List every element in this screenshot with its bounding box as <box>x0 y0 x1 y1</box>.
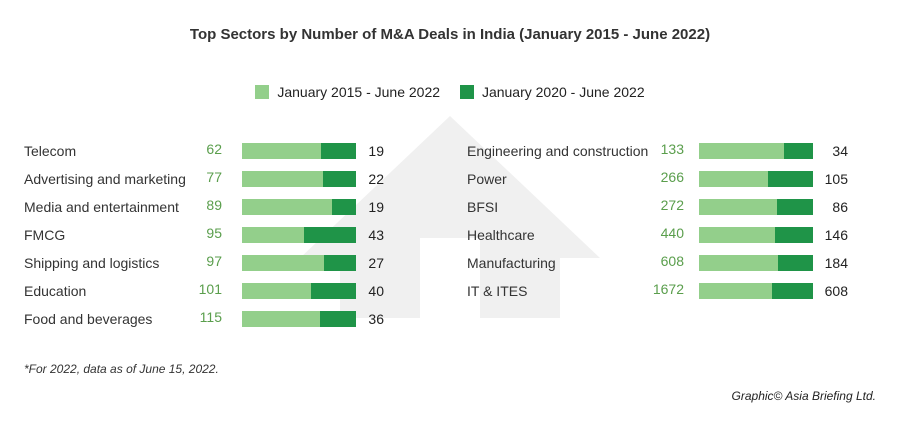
bar-recent <box>323 171 356 187</box>
total-value-label: 89 <box>206 197 222 213</box>
chart-row: Media and entertainment 89 19 <box>24 197 414 217</box>
total-value-label: 266 <box>660 169 684 185</box>
recent-value-label: 36 <box>368 311 384 327</box>
legend-item-recent: January 2020 - June 2022 <box>459 84 645 100</box>
sector-label: Engineering and construction <box>467 143 649 159</box>
bar-recent <box>768 171 813 187</box>
chart-row: Engineering and construction 133 34 <box>467 141 878 161</box>
legend-swatch-total <box>255 85 270 99</box>
sector-label: Manufacturing <box>467 255 556 271</box>
bar-total <box>242 199 332 215</box>
total-value-label: 440 <box>660 225 684 241</box>
total-value-label: 95 <box>206 225 222 241</box>
bar-total <box>242 227 304 243</box>
chart-row: BFSI 272 86 <box>467 197 878 217</box>
sector-label: IT & ITES <box>467 283 528 299</box>
total-value-label: 272 <box>660 197 684 213</box>
bar-recent <box>777 199 813 215</box>
bar-total <box>242 283 311 299</box>
bar-total <box>699 143 784 159</box>
recent-value-label: 105 <box>824 171 848 187</box>
legend-label-total: January 2015 - June 2022 <box>277 84 441 100</box>
chart-title: Top Sectors by Number of M&A Deals in In… <box>189 26 711 43</box>
legend-label-recent: January 2020 - June 2022 <box>481 84 645 100</box>
sector-label: Food and beverages <box>24 311 153 327</box>
total-value-label: 101 <box>198 281 222 297</box>
bar-recent <box>324 255 356 271</box>
bar-total <box>699 255 778 271</box>
bar-total <box>699 227 775 243</box>
sector-label: Advertising and marketing <box>24 171 186 187</box>
chart-row: Healthcare 440 146 <box>467 225 878 245</box>
total-value-label: 77 <box>206 169 222 185</box>
bar-total <box>699 171 768 187</box>
bar-total <box>242 255 324 271</box>
bar-total <box>699 283 772 299</box>
bar-total <box>242 143 321 159</box>
chart-row: IT & ITES 1672 608 <box>467 281 878 301</box>
recent-value-label: 27 <box>368 255 384 271</box>
bar-recent <box>784 143 813 159</box>
recent-value-label: 86 <box>832 199 848 215</box>
sector-label: Education <box>24 283 87 299</box>
sector-label: Power <box>467 171 507 187</box>
legend-item-total: January 2015 - June 2022 <box>255 84 440 100</box>
sector-label: BFSI <box>467 199 499 215</box>
chart-row: FMCG 95 43 <box>24 225 414 245</box>
credit: Graphic© Asia Briefing Ltd. <box>731 389 876 403</box>
recent-value-label: 19 <box>368 199 384 215</box>
total-value-label: 133 <box>660 141 684 157</box>
sector-label: Media and entertainment <box>24 199 179 215</box>
total-value-label: 62 <box>206 141 222 157</box>
chart-row: Education 101 40 <box>24 281 414 301</box>
total-value-label: 115 <box>199 309 222 325</box>
bar-recent <box>332 199 356 215</box>
chart-row: Advertising and marketing 77 22 <box>24 169 414 189</box>
legend-swatch-recent <box>459 85 474 99</box>
sector-label: Healthcare <box>467 227 535 243</box>
bar-recent <box>778 255 813 271</box>
recent-value-label: 608 <box>824 283 848 299</box>
bar-total <box>242 311 320 327</box>
recent-value-label: 43 <box>368 227 384 243</box>
chart-row: Food and beverages 115 36 <box>24 309 414 329</box>
recent-value-label: 22 <box>368 171 384 187</box>
total-value-label: 97 <box>206 253 222 269</box>
recent-value-label: 34 <box>832 143 848 159</box>
recent-value-label: 184 <box>824 255 848 271</box>
sector-label: Shipping and logistics <box>24 255 160 271</box>
chart-row: Shipping and logistics 97 27 <box>24 253 414 273</box>
bar-recent <box>321 143 356 159</box>
footnote: *For 2022, data as of June 15, 2022. <box>24 362 219 376</box>
legend: January 2015 - June 2022 January 2020 - … <box>0 84 900 102</box>
bar-total <box>242 171 323 187</box>
recent-value-label: 40 <box>368 283 384 299</box>
bar-total <box>699 199 777 215</box>
recent-value-label: 146 <box>824 227 848 243</box>
chart-row: Manufacturing 608 184 <box>467 253 878 273</box>
sector-label: FMCG <box>24 227 66 243</box>
total-value-label: 1672 <box>652 281 684 297</box>
bar-recent <box>304 227 356 243</box>
recent-value-label: 19 <box>368 143 384 159</box>
chart-row: Power 266 105 <box>467 169 878 189</box>
chart-row: Telecom 62 19 <box>24 141 414 161</box>
sector-label: Telecom <box>24 143 77 159</box>
total-value-label: 608 <box>660 253 684 269</box>
watermark-arrow-icon <box>300 116 600 318</box>
bar-recent <box>775 227 813 243</box>
bar-recent <box>772 283 813 299</box>
bar-recent <box>320 311 356 327</box>
bar-recent <box>311 283 356 299</box>
